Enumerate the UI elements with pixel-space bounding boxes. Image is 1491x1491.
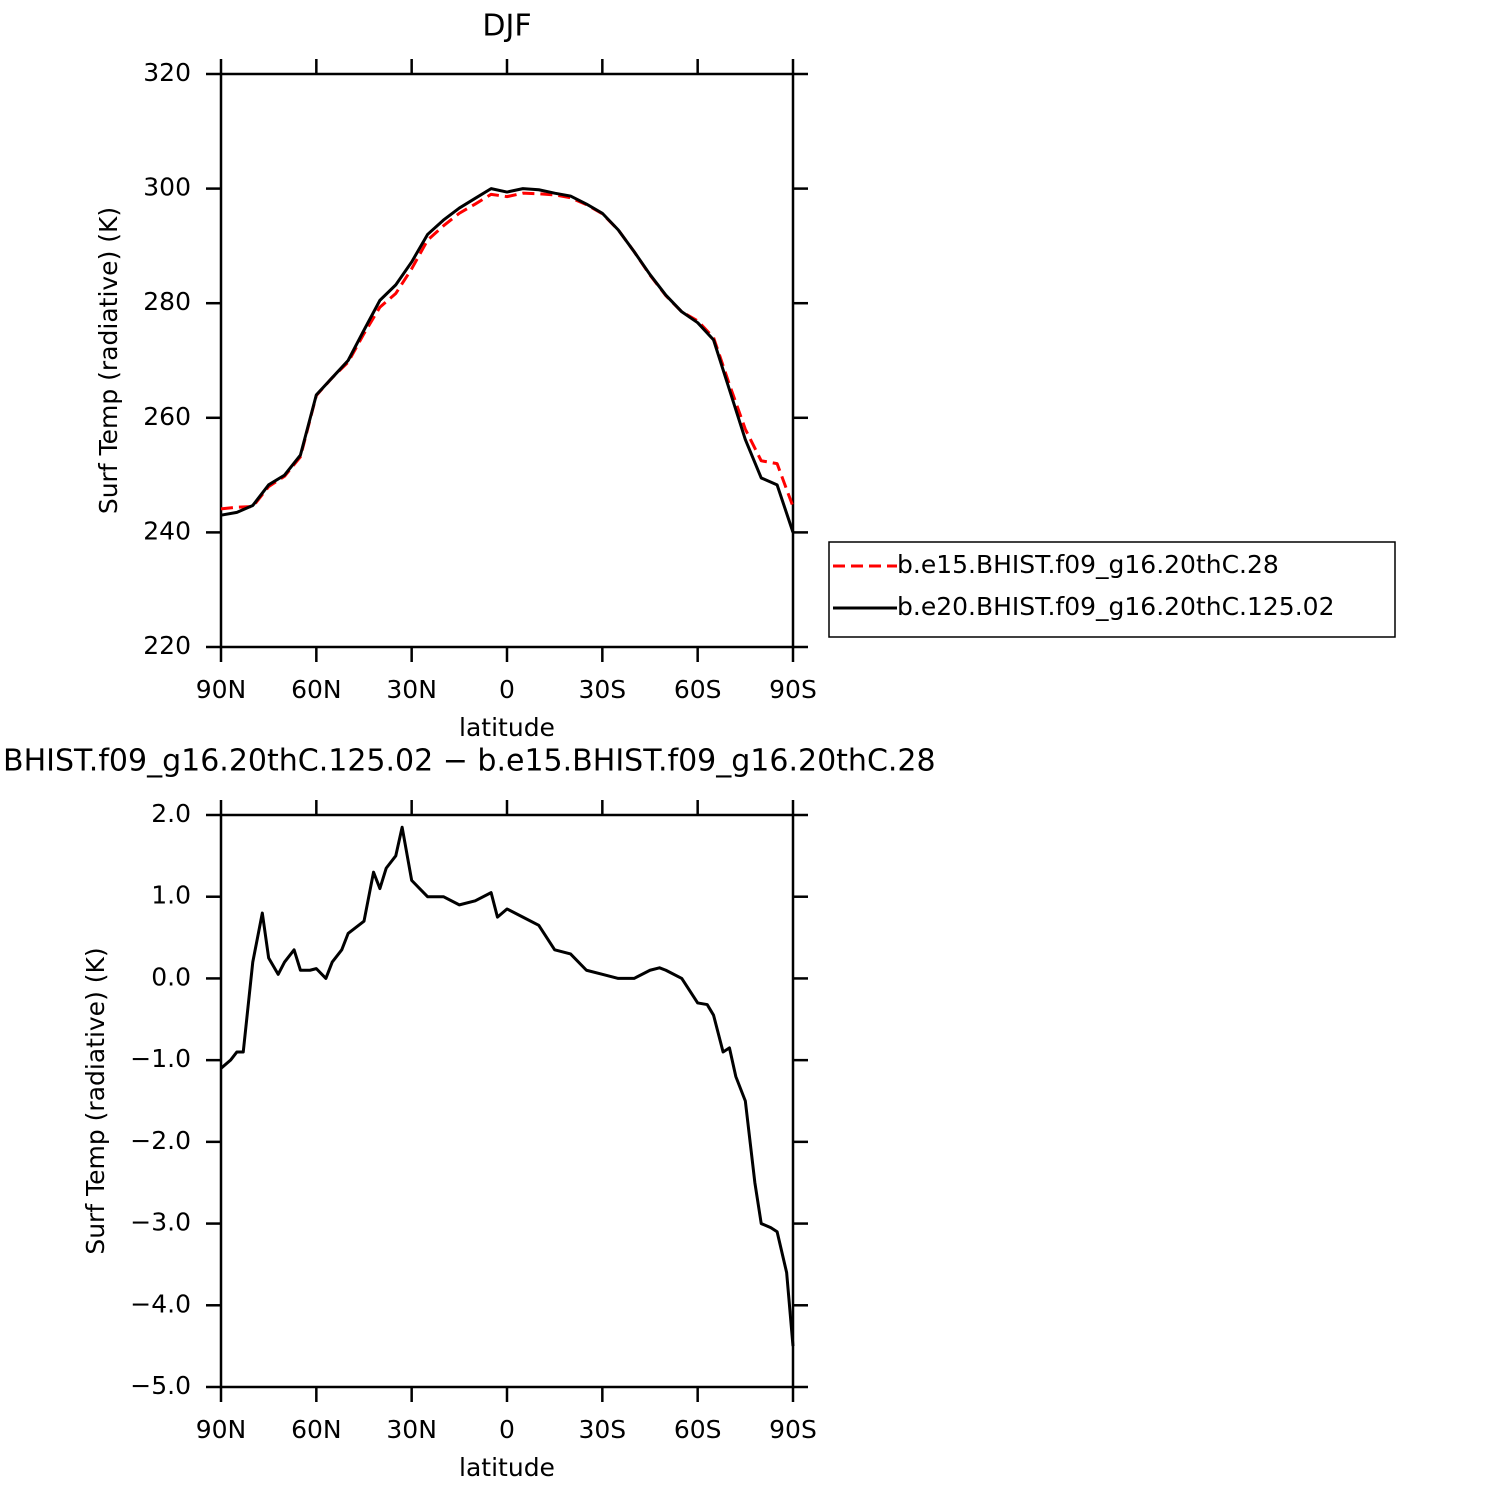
- y-tick-label: 0.0: [151, 962, 191, 991]
- y-tick-label: 260: [143, 402, 191, 431]
- x-tick-label: 90N: [196, 1415, 247, 1444]
- y-axis-label: Surf Temp (radiative) (K): [81, 947, 110, 1254]
- x-tick-label: 30S: [578, 1415, 626, 1444]
- y-tick-label: −3.0: [130, 1208, 191, 1237]
- legend-label: b.e20.BHIST.f09_g16.20thC.125.02: [897, 592, 1334, 621]
- y-tick-label: 280: [143, 287, 191, 316]
- x-tick-label: 90N: [196, 675, 247, 704]
- x-tick-label: 90S: [769, 675, 817, 704]
- y-tick-label: 2.0: [151, 799, 191, 828]
- x-tick-label: 60S: [674, 675, 722, 704]
- plot-frame: [219, 72, 795, 649]
- y-tick-label: −2.0: [130, 1126, 191, 1155]
- plot-frame: [219, 813, 795, 1389]
- x-axis-label: latitude: [459, 713, 555, 742]
- x-axis-label: latitude: [459, 1453, 555, 1482]
- y-tick-label: −4.0: [130, 1289, 191, 1318]
- x-tick-label: 60S: [674, 1415, 722, 1444]
- chart-title: DJF: [482, 9, 531, 44]
- x-tick-label: 60N: [291, 1415, 342, 1444]
- y-tick-label: −5.0: [130, 1371, 191, 1400]
- x-tick-label: 30N: [386, 675, 437, 704]
- x-tick-label: 60N: [291, 675, 342, 704]
- data-line: [220, 825, 795, 1347]
- x-tick-label: 30N: [386, 1415, 437, 1444]
- chart-title: BHIST.f09_g16.20thC.125.02 − b.e15.BHIST…: [3, 744, 936, 779]
- y-tick-label: 1.0: [151, 881, 191, 910]
- y-tick-label: 240: [143, 516, 191, 545]
- y-tick-label: 220: [143, 631, 191, 660]
- y-tick-label: 320: [143, 58, 191, 87]
- data-line: [220, 191, 795, 511]
- legend-box: [828, 541, 1396, 638]
- y-tick-label: −1.0: [130, 1044, 191, 1073]
- x-tick-label: 30S: [578, 675, 626, 704]
- x-tick-label: 0: [499, 675, 515, 704]
- data-line: [220, 187, 795, 533]
- x-tick-label: 0: [499, 1415, 515, 1444]
- y-tick-label: 300: [143, 173, 191, 202]
- x-tick-label: 90S: [769, 1415, 817, 1444]
- legend-label: b.e15.BHIST.f09_g16.20thC.28: [897, 550, 1279, 579]
- y-axis-label: Surf Temp (radiative) (K): [94, 207, 123, 514]
